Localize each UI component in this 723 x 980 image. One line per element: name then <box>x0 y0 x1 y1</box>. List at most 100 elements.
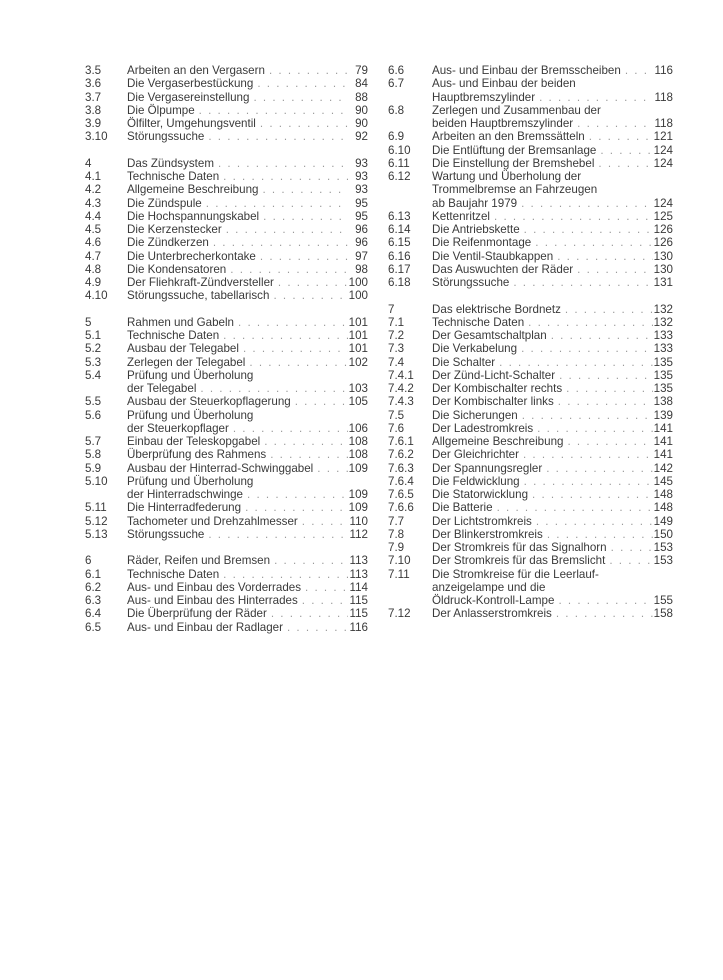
entry-page: 124 <box>653 196 673 210</box>
toc-entry: 6.11 Die Einstellung der Bremshebel 124 <box>388 157 673 170</box>
toc-entry-line: 7.4.3 Der Kombischalter links 138 <box>388 395 673 408</box>
dot-leader <box>266 448 348 461</box>
entry-title: Die Ölpumpe <box>127 103 195 117</box>
toc-entry: 6.3 Aus- und Einbau des Hinterrades 115 <box>85 594 368 607</box>
toc-entry: 7.6.1 Allgemeine Beschreibung 141 <box>388 435 673 448</box>
toc-entry-line: 5.11 Die Hinterradfederung 109 <box>85 501 368 514</box>
entry-title: Der Lichtstromkreis <box>432 514 532 528</box>
toc-entry: 6.16 Die Ventil-Staubkappen 130 <box>388 250 673 263</box>
entry-page: 148 <box>653 488 673 501</box>
entry-page: 155 <box>653 594 673 607</box>
dot-leader <box>229 422 348 435</box>
dot-leader <box>554 594 653 607</box>
dot-leader <box>202 197 348 210</box>
entry-number: 7.9 <box>388 541 405 554</box>
toc-entry-line: 6.11 Die Einstellung der Bremshebel 124 <box>388 157 673 170</box>
toc-entry: 6.7 Aus- und Einbau der beiden Hauptbremsz… <box>388 77 673 104</box>
dot-leader <box>256 250 348 263</box>
entry-title: Zerlegen und Zusammenbau der <box>432 103 601 117</box>
entry-number: 5.6 <box>85 408 102 422</box>
dot-leader <box>267 607 348 620</box>
entry-title: Die Stromkreise für die Leerlauf- <box>432 567 599 581</box>
entry-page: 90 <box>355 117 368 130</box>
entry-number: 4.2 <box>85 183 102 197</box>
toc-entry: 5.3 Zerlegen der Telegabel 102 <box>85 356 368 369</box>
entry-title: beiden Hauptbremszylinder <box>432 117 574 130</box>
toc-entry: 7.6.5 Die Statorwicklung 148 <box>388 488 673 501</box>
entry-title: Die Hinterradfederung <box>127 501 242 515</box>
toc-entry-line: 6.8 Zerlegen und Zusammenbau der <box>388 104 673 117</box>
dot-leader <box>605 554 653 567</box>
toc-entry-line: 6.3 Aus- und Einbau des Hinterrades 115 <box>85 594 368 607</box>
dot-leader <box>520 475 653 488</box>
entry-title: Die Verkabelung <box>432 342 518 356</box>
toc-entry-line: 7.9 Der Stromkreis für das Signalhorn 153 <box>388 541 673 554</box>
entry-title: Die Zündkerzen <box>127 236 209 250</box>
dot-leader <box>313 462 348 475</box>
toc-entry-line: 6.17 Das Auswuchten der Räder 130 <box>388 263 673 276</box>
entry-page: 112 <box>349 527 368 541</box>
toc-entry-line: 6.6 Aus- und Einbau der Bremsscheiben 116 <box>388 64 673 77</box>
entry-number: 6.15 <box>388 236 411 250</box>
dot-leader <box>517 197 653 210</box>
toc-entry-line: 4.7 Die Unterbrecherkontake 97 <box>85 250 368 263</box>
toc-entry-line: anzeigelampe und die <box>388 581 673 594</box>
entry-title: Die Überprüfung der Räder <box>127 607 267 621</box>
toc-entry-line: 4.3 Die Zündspule 95 <box>85 197 368 210</box>
toc-entry-line: 4.6 Die Zündkerzen 96 <box>85 236 368 249</box>
toc-entry-line: 6.16 Die Ventil-Staubkappen 130 <box>388 250 673 263</box>
entry-title: ab Baujahr 1979 <box>432 196 518 210</box>
toc-entry: 7.2 Der Gesamtschaltplan 133 <box>388 329 673 342</box>
entry-number: 7.12 <box>388 607 411 621</box>
toc-entry-line: 5.13 Störungssuche 112 <box>85 528 368 541</box>
dot-leader <box>204 130 348 143</box>
toc-entry: 6.17 Das Auswuchten der Räder 130 <box>388 263 673 276</box>
dot-leader <box>291 395 348 408</box>
entry-number: 3.9 <box>85 117 102 130</box>
entry-number: 5.9 <box>85 461 102 475</box>
entry-number: 6.14 <box>388 223 411 236</box>
entry-page: 108 <box>348 448 368 462</box>
entry-number: 7.6.4 <box>388 474 414 488</box>
entry-number: 6.13 <box>388 209 411 223</box>
dot-leader <box>265 64 348 77</box>
toc-entry: 6.12 Wartung und Überholung der Trommelbre… <box>388 170 673 210</box>
entry-page: 142 <box>653 461 673 475</box>
entry-number: 7.11 <box>388 567 410 581</box>
entry-title: Allgemeine Beschreibung <box>127 183 259 197</box>
entry-title: Der Blinkerstromkreis <box>432 527 543 541</box>
toc-entry: 6.4 Die Überprüfung der Räder 115 <box>85 607 368 620</box>
entry-number <box>388 197 432 210</box>
dot-leader <box>241 501 348 514</box>
toc-entry-line: 7.6.3 Der Spannungsregler 142 <box>388 462 673 475</box>
entry-number: 7.8 <box>388 527 405 541</box>
toc-entry: 6.18 Störungssuche 131 <box>388 276 673 289</box>
entry-number: 5.7 <box>85 435 102 448</box>
dot-leader <box>298 515 348 528</box>
toc-entry-line: 4 Das Zündsystem 93 <box>85 157 368 170</box>
entry-page: 118 <box>654 90 673 104</box>
entry-page: 113 <box>349 567 368 581</box>
entry-number <box>388 91 432 104</box>
entry-number: 6.5 <box>85 620 102 634</box>
toc-entry: 4.3 Die Zündspule 95 <box>85 197 368 210</box>
entry-page: 100 <box>348 289 368 303</box>
toc-entry-line: 7.8 Der Blinkerstromkreis 150 <box>388 528 673 541</box>
toc-entry: 5.11 Die Hinterradfederung 109 <box>85 501 368 514</box>
entry-page: 131 <box>653 276 673 289</box>
entry-number: 3.7 <box>85 90 102 104</box>
entry-page: 116 <box>349 620 368 634</box>
toc-entry-line: Trommelbremse an Fahrzeugen <box>388 183 673 196</box>
entry-number: 4.1 <box>85 170 102 183</box>
entry-title: Der Gesamtschaltplan <box>432 329 547 342</box>
entry-title: Störungssuche <box>127 527 205 541</box>
toc-entry-line: der Steuerkopflager 106 <box>85 422 368 435</box>
toc-entry: 5.8 Überprüfung des Rahmens 108 <box>85 448 368 461</box>
dot-leader <box>195 104 348 117</box>
toc-entry-line: 7.6.5 Die Statorwicklung 148 <box>388 488 673 501</box>
toc-entry-line: 5.2 Ausbau der Telegabel 101 <box>85 342 368 355</box>
entry-number: 7.5 <box>388 408 405 422</box>
toc-entry-line: 6.7 Aus- und Einbau der beiden <box>388 77 673 90</box>
entry-title: Die Sicherungen <box>432 408 518 422</box>
toc-entry-line: 7.4.2 Der Kombischalter rechts 135 <box>388 382 673 395</box>
